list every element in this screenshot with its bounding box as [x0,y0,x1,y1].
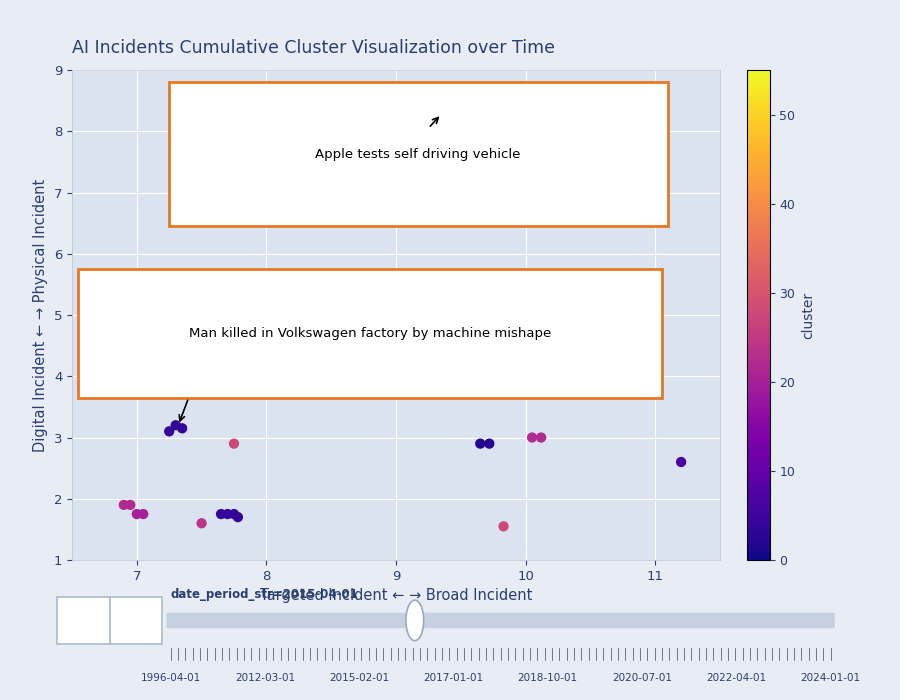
Text: 2022-04-01: 2022-04-01 [706,673,767,683]
Y-axis label: Digital Incident ← → Physical Incident: Digital Incident ← → Physical Incident [33,178,49,452]
Point [482,438,497,449]
Point [227,508,241,519]
Point [499,136,513,148]
Text: 1996-04-01: 1996-04-01 [140,673,201,683]
Point [214,508,229,519]
Point [123,499,138,510]
Point [162,426,176,437]
Point [220,508,235,519]
Text: 2020-07-01: 2020-07-01 [612,673,672,683]
Point [674,456,688,468]
Text: AI Incidents Cumulative Cluster Visualization over Time: AI Incidents Cumulative Cluster Visualiz… [72,39,555,57]
Point [497,521,511,532]
FancyBboxPatch shape [78,269,662,398]
Point [117,499,131,510]
Text: 2017-01-01: 2017-01-01 [423,673,483,683]
Point [554,321,569,332]
FancyBboxPatch shape [166,612,835,628]
Point [525,432,539,443]
Text: ■: ■ [130,615,141,625]
Point [136,508,150,519]
Text: ▶: ▶ [78,614,88,627]
FancyBboxPatch shape [58,597,110,643]
Ellipse shape [406,600,424,640]
Point [175,423,189,434]
Point [473,438,488,449]
Point [230,512,245,523]
Point [490,129,504,140]
Point [534,432,548,443]
FancyBboxPatch shape [110,597,163,643]
Point [168,419,183,430]
FancyBboxPatch shape [169,83,668,226]
Text: Man killed in Volkswagen factory by machine mishape: Man killed in Volkswagen factory by mach… [189,327,551,340]
Y-axis label: cluster: cluster [801,291,814,339]
Text: Apple tests self driving vehicle: Apple tests self driving vehicle [315,148,521,161]
Point [544,318,559,330]
Point [227,438,241,449]
Point [434,107,448,118]
Point [389,368,403,379]
Text: date_period_str=2015-04-01: date_period_str=2015-04-01 [171,588,358,601]
Text: 2015-02-01: 2015-02-01 [329,673,389,683]
X-axis label: Targeted Incident ← → Broad Incident: Targeted Incident ← → Broad Incident [260,588,532,603]
Point [194,518,209,529]
Point [130,508,144,519]
Text: 2024-01-01: 2024-01-01 [801,673,860,683]
Text: 2012-03-01: 2012-03-01 [235,673,295,683]
Text: 2018-10-01: 2018-10-01 [518,673,578,683]
Point [563,334,578,345]
